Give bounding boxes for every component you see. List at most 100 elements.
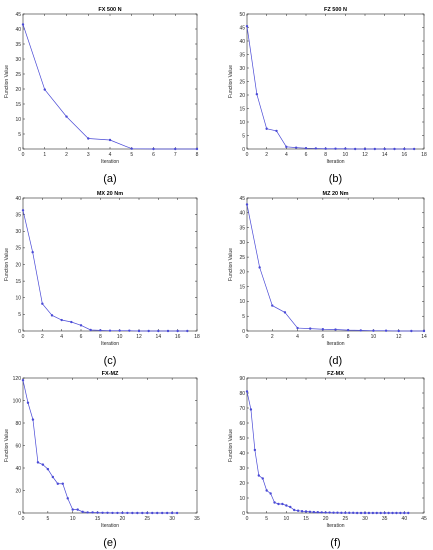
x-tick-label: 18 [194,334,200,340]
y-tick-label: 5 [242,314,245,320]
x-tick-label: 6 [80,334,83,340]
data-point [334,328,337,331]
data-point [253,448,257,452]
plot-frame [246,13,425,150]
y-tick-label: 0 [18,511,21,517]
data-point [106,511,109,514]
y-tick-label: 15 [239,106,245,112]
data-point [170,511,174,515]
data-point [348,511,351,515]
data-point [391,511,394,515]
x-tick-label: 18 [421,152,427,158]
data-point [87,137,90,140]
data-point [312,510,316,514]
y-tick-label: 40 [15,466,21,472]
y-tick-label: 30 [239,466,245,472]
y-tick-label: 45 [239,196,245,202]
data-point [86,511,89,514]
data-point [371,511,375,515]
chart-panel: 0 5 10 15 20 25 30 35 0 20 40 60 80 100 120 FX-MZ Iterat… [4,371,200,549]
data-point [316,511,319,514]
y-tick-label: 40 [15,27,21,33]
data-point [245,390,249,393]
x-axis-label: Iteration [326,523,344,529]
plot-frame [246,377,425,514]
data-point [26,401,30,404]
data-point [344,511,347,515]
y-axis-label: Function Value [4,248,10,281]
chart-title: MX 20 Nm [97,191,123,197]
x-tick-label: 6 [152,152,155,158]
data-point [245,203,249,206]
data-point [108,138,112,142]
data-point [131,511,134,515]
chart-panel: 0 2 4 6 8 10 12 14 16 18 0 5 10 15 20 25 30 35 40 MX 20 Nm I… [4,191,200,367]
x-tick-label: 8 [99,334,102,340]
data-point [137,329,141,333]
y-tick-label: 25 [239,255,245,261]
data-point [407,511,410,515]
x-tick-label: 1 [43,152,46,158]
x-tick-label: 2 [271,334,274,340]
x-tick-label: 12 [362,152,368,158]
data-point [271,304,274,307]
data-point [261,477,264,480]
data-point [353,147,357,151]
data-point [152,147,155,151]
y-axis-label: Function Value [4,429,10,462]
x-tick-label: 5 [46,516,49,522]
data-point [31,418,35,421]
data-point [277,502,280,506]
data-point [321,328,325,331]
x-tick-label: 25 [145,516,151,522]
x-tick-label: 2 [265,152,268,158]
chart-title: MZ 20 Nm [323,191,349,197]
data-point [304,510,308,513]
x-tick-label: 10 [117,334,123,340]
data-point [65,115,68,118]
data-point [161,511,164,515]
data-point [359,329,362,332]
y-tick-label: 10 [15,296,21,302]
data-point [285,504,288,507]
series-line [246,26,415,150]
y-tick-label: 25 [15,72,21,78]
x-tick-label: 25 [343,516,349,522]
data-point [116,511,119,515]
data-point [101,511,104,514]
y-tick-label: 45 [239,25,245,31]
data-point [289,505,292,509]
x-tick-label: 3 [87,152,90,158]
x-axis-label: Iteration [326,159,344,165]
data-point [43,88,46,91]
data-point [379,511,382,515]
y-tick-label: 90 [239,376,245,382]
data-point [89,328,92,332]
x-tick-label: 6 [305,152,308,158]
data-point [265,489,268,492]
y-tick-label: 30 [239,240,245,246]
data-point [283,311,287,314]
x-tick-label: 6 [321,334,324,340]
data-point [375,511,378,515]
x-tick-label: 10 [70,516,76,522]
data-point [130,147,133,150]
data-point [245,24,249,28]
chart-title: FX-MZ [102,371,119,377]
data-point [71,508,74,511]
data-point [157,329,160,333]
x-tick-label: 8 [347,334,350,340]
x-tick-label: 0 [246,516,249,522]
y-tick-label: 30 [15,57,21,63]
data-point [304,146,308,150]
data-point [359,511,363,515]
plot-frame [22,377,198,514]
data-point [258,266,261,269]
x-axis-label: Iteration [101,523,119,529]
data-point [344,147,347,150]
data-point [96,511,99,514]
data-point [332,511,335,514]
plot-frame [22,197,198,332]
y-tick-label: 0 [242,329,245,335]
